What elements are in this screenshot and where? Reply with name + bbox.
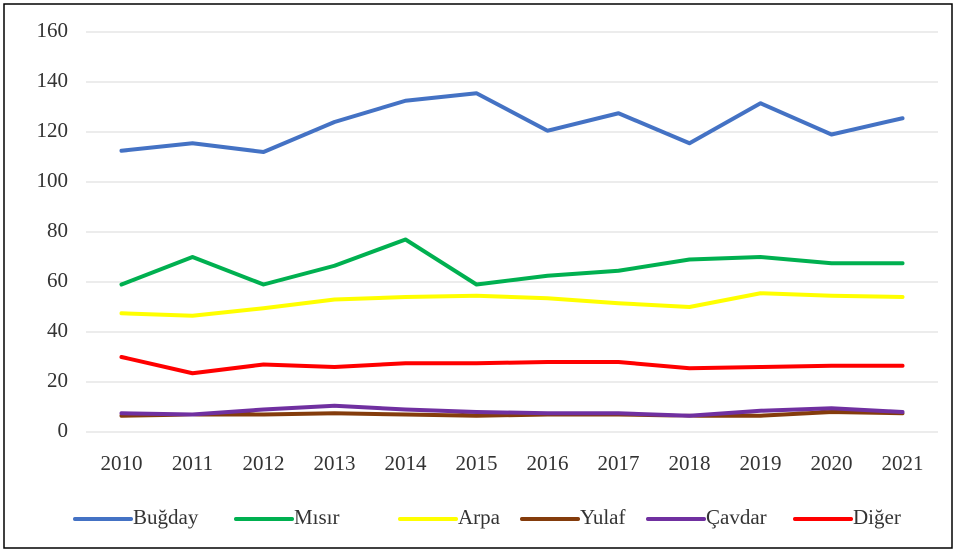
y-tick-label: 160 bbox=[37, 18, 69, 42]
x-tick-label: 2013 bbox=[314, 451, 356, 475]
x-tick-label: 2019 bbox=[740, 451, 782, 475]
x-tick-label: 2020 bbox=[811, 451, 853, 475]
legend-label: Arpa bbox=[458, 505, 501, 529]
x-tick-label: 2016 bbox=[527, 451, 569, 475]
x-tick-label: 2021 bbox=[882, 451, 924, 475]
series-line bbox=[119, 237, 905, 287]
legend-label: Mısır bbox=[294, 505, 340, 529]
y-tick-label: 100 bbox=[37, 168, 69, 192]
legend-label: Buğday bbox=[133, 505, 199, 529]
x-tick-label: 2010 bbox=[101, 451, 143, 475]
series-line bbox=[119, 355, 905, 376]
x-tick-label: 2012 bbox=[243, 451, 285, 475]
series-line bbox=[119, 403, 905, 418]
series-line bbox=[119, 291, 905, 318]
x-tick-label: 2015 bbox=[456, 451, 498, 475]
x-tick-label: 2018 bbox=[669, 451, 711, 475]
legend-label: Yulaf bbox=[580, 505, 626, 529]
series-line bbox=[119, 410, 905, 418]
y-tick-label: 80 bbox=[47, 218, 68, 242]
x-tick-label: 2011 bbox=[172, 451, 213, 475]
y-tick-label: 120 bbox=[37, 118, 69, 142]
series-line bbox=[119, 91, 905, 154]
x-tick-label: 2017 bbox=[598, 451, 640, 475]
y-tick-label: 60 bbox=[47, 268, 68, 292]
y-tick-label: 140 bbox=[37, 68, 69, 92]
legend-label: Diğer bbox=[853, 505, 901, 529]
y-tick-label: 40 bbox=[47, 318, 68, 342]
legend-label: Çavdar bbox=[706, 505, 767, 529]
y-tick-label: 0 bbox=[58, 418, 69, 442]
x-tick-label: 2014 bbox=[385, 451, 428, 475]
y-tick-label: 20 bbox=[47, 368, 68, 392]
